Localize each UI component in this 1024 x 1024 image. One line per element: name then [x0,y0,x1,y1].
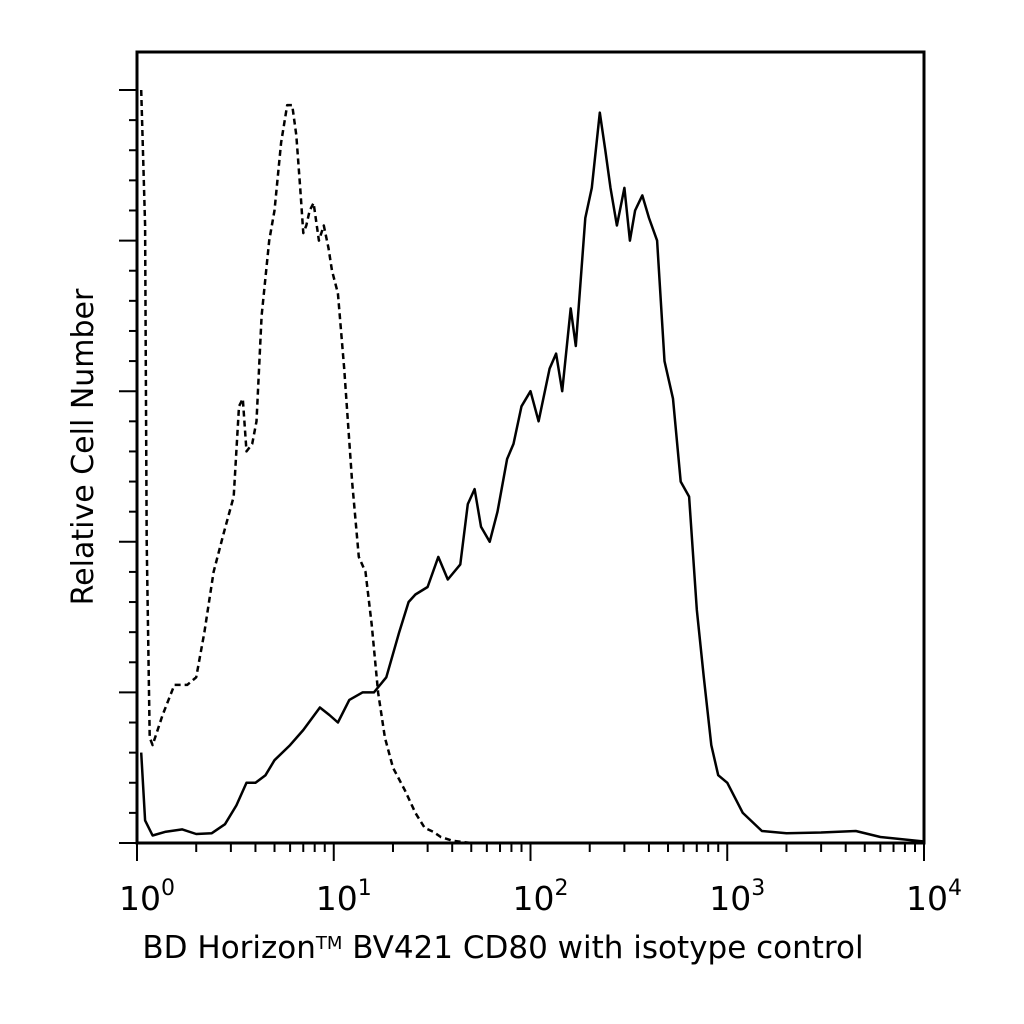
isotype-control-line [139,89,924,845]
cd80-line [139,111,925,843]
x-tick-label-base: 10 [906,879,948,918]
x-tick-label: 102 [513,876,569,918]
x-axis-label: BD HorizonTM BV421 CD80 with isotype con… [142,930,863,966]
y-axis-label: Relative Cell Number [66,288,101,605]
x-axis-label-trademark: TM [315,933,343,954]
x-tick-label-exponent: 1 [358,876,372,901]
x-tick-label-base: 10 [513,879,555,918]
plot-area-frame [135,50,926,845]
x-tick-label-exponent: 2 [555,876,569,901]
x-tick-label-exponent: 4 [948,876,962,901]
x-axis-ticks [136,843,925,861]
x-tick-label-base: 10 [119,879,161,918]
x-tick-label: 104 [906,876,962,918]
x-axis-label-main: BD Horizon [142,930,316,966]
x-tick-label: 103 [709,876,765,918]
x-tick-labels: 100 101 102 103 104 [119,876,962,918]
x-tick-label-exponent: 3 [751,876,765,901]
x-tick-label: 100 [119,876,175,918]
x-axis-label-rest: BV421 CD80 with isotype control [342,930,863,966]
y-axis-ticks [119,89,137,844]
x-tick-label-base: 10 [316,879,358,918]
x-tick-label: 101 [316,876,372,918]
series-layer [139,89,925,845]
x-tick-label-exponent: 0 [161,876,175,901]
x-tick-label-base: 10 [709,879,751,918]
